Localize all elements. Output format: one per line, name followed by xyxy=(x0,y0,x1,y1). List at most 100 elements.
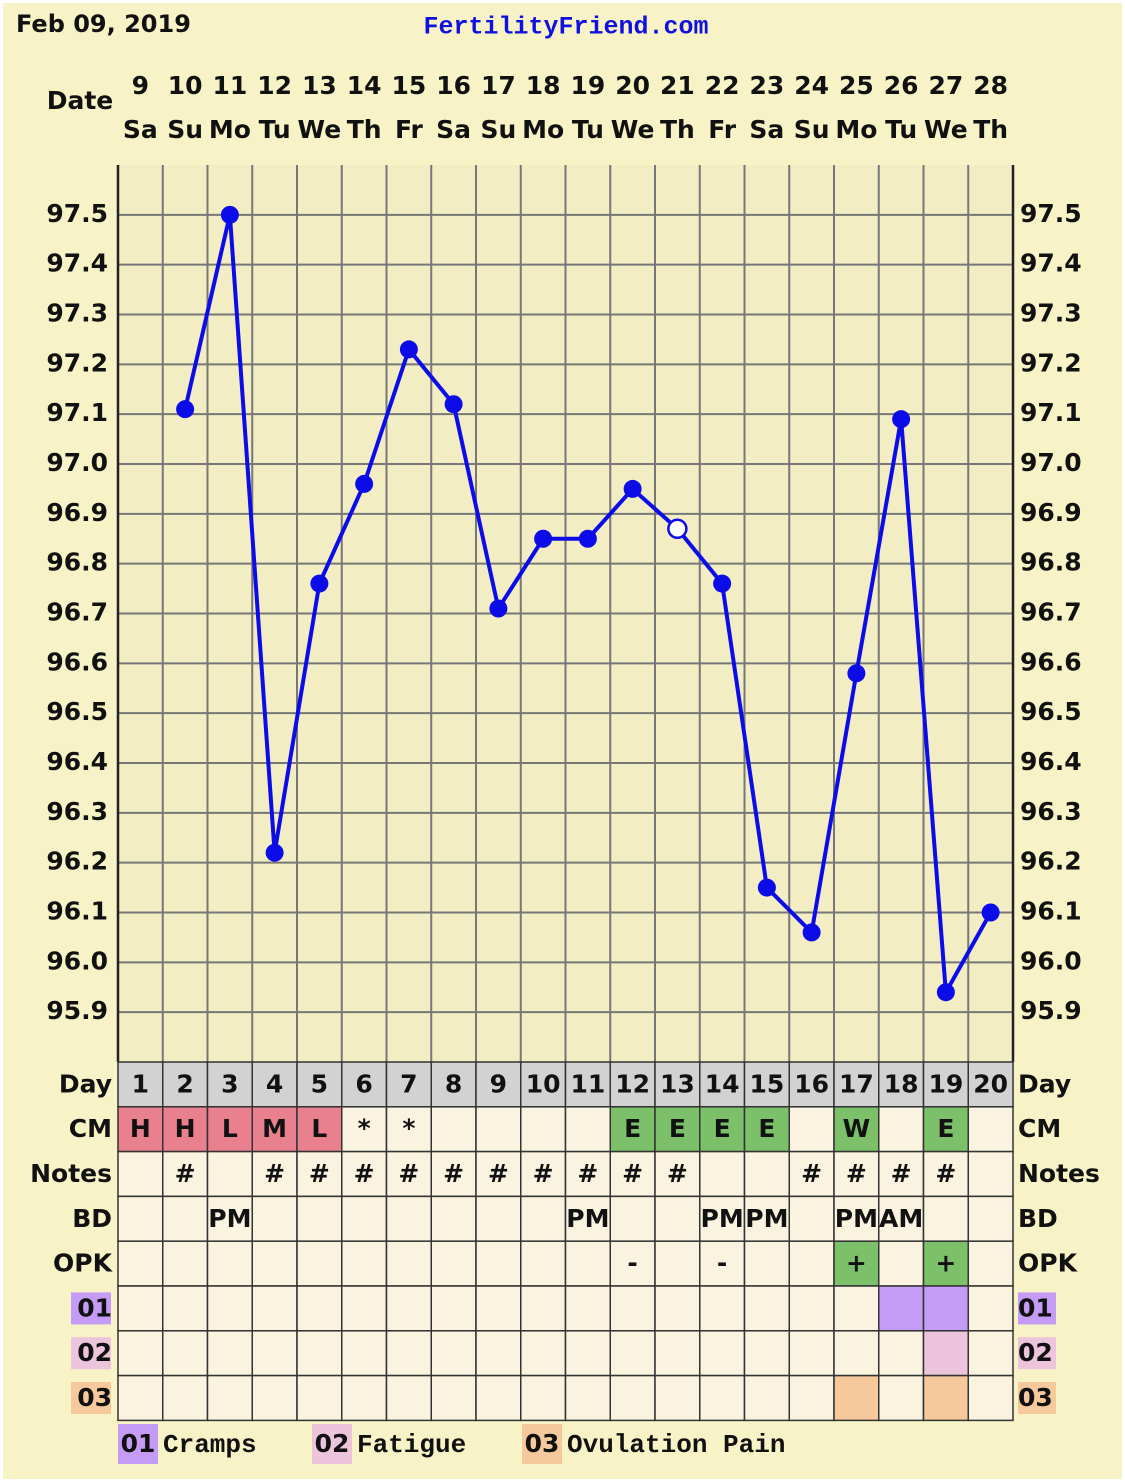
table-cell xyxy=(967,1106,1014,1153)
table-cell xyxy=(967,1285,1014,1332)
table-cell xyxy=(430,1330,477,1377)
table-cell xyxy=(430,1285,477,1332)
temperature-point xyxy=(444,395,463,414)
temperature-point xyxy=(757,878,776,897)
temperature-point xyxy=(489,599,508,618)
table-cell xyxy=(475,1061,522,1108)
weekday-label: Su xyxy=(480,115,516,144)
row-label: Day xyxy=(59,1069,112,1098)
table-cell xyxy=(609,1195,656,1242)
row-label: OPK xyxy=(53,1249,114,1278)
temperature-point xyxy=(176,400,195,419)
row-label-bg xyxy=(71,1337,111,1370)
table-cell xyxy=(162,1285,209,1332)
table-cell xyxy=(743,1240,790,1287)
temperature-point xyxy=(399,340,418,359)
table-cell xyxy=(341,1330,388,1377)
y-tick-label: 96.8 xyxy=(46,548,108,577)
y-tick-label: 97.4 xyxy=(46,249,108,278)
temperature-point xyxy=(802,923,821,942)
weekday-label: Mo xyxy=(835,115,877,144)
table-cell xyxy=(699,1285,746,1332)
row-label: OPK xyxy=(1018,1249,1079,1278)
table-cell xyxy=(609,1374,656,1422)
x-axis-label: Date xyxy=(47,86,114,115)
table-cell xyxy=(967,1330,1014,1377)
cell-text: H xyxy=(130,1114,151,1143)
row-label: Notes xyxy=(1018,1159,1100,1188)
weekday-label: Th xyxy=(347,115,382,144)
y-tick-label: 96.1 xyxy=(46,897,108,926)
table-cell xyxy=(430,1195,477,1242)
legend-swatch xyxy=(118,1424,158,1464)
table-cell xyxy=(967,1374,1014,1422)
y-tick-label: 97.0 xyxy=(46,448,108,477)
table-cell xyxy=(654,1106,701,1153)
table-cell xyxy=(699,1374,746,1422)
cell-text: + xyxy=(935,1249,956,1278)
cell-text: # xyxy=(175,1159,196,1188)
row-label: CM xyxy=(1018,1114,1061,1143)
table-cell xyxy=(430,1106,477,1153)
row-label: 03 xyxy=(1018,1383,1053,1412)
y-tick-label: 96.3 xyxy=(46,797,108,826)
cell-text: E xyxy=(714,1114,731,1143)
table-cell xyxy=(788,1285,835,1332)
row-label: BD xyxy=(1018,1204,1058,1233)
row-label: CM xyxy=(69,1114,112,1143)
y-tick-label: 96.0 xyxy=(46,946,108,975)
cell-text: # xyxy=(891,1159,912,1188)
table-cell xyxy=(609,1330,656,1377)
table-cell xyxy=(743,1330,790,1377)
table-cell xyxy=(967,1150,1014,1198)
table-cell xyxy=(475,1285,522,1332)
table-cell xyxy=(430,1061,477,1108)
table-cell xyxy=(206,1195,253,1242)
cell-text: # xyxy=(309,1159,330,1188)
table-cell xyxy=(922,1374,969,1422)
table-cell xyxy=(564,1374,611,1422)
row-label-bg xyxy=(1018,1337,1056,1370)
weekday-label: Sa xyxy=(123,115,158,144)
cell-text: 7 xyxy=(400,1069,417,1098)
x-tick-label: 23 xyxy=(749,71,784,100)
cell-text: 12 xyxy=(615,1069,650,1098)
table-cell xyxy=(699,1061,746,1108)
weekday-label: Fr xyxy=(708,115,736,144)
cell-text: 13 xyxy=(660,1069,695,1098)
table-cell xyxy=(833,1285,880,1332)
table-cell xyxy=(788,1330,835,1377)
x-tick-label: 28 xyxy=(973,71,1008,100)
cell-text: L xyxy=(311,1114,327,1143)
table-cell xyxy=(967,1061,1014,1108)
table-cell xyxy=(296,1330,343,1377)
y-tick-label: 96.5 xyxy=(46,697,108,726)
table-cell xyxy=(341,1374,388,1422)
table-cell xyxy=(743,1285,790,1332)
table-cell xyxy=(296,1195,343,1242)
cell-text: - xyxy=(627,1249,637,1278)
cell-text: E xyxy=(937,1114,954,1143)
table-cell xyxy=(699,1150,746,1198)
table-cell xyxy=(475,1330,522,1377)
cell-text: # xyxy=(443,1159,464,1188)
legend-label: Ovulation Pain xyxy=(567,1430,785,1460)
temperature-point xyxy=(667,518,688,540)
table-cell xyxy=(117,1285,164,1332)
table-cell xyxy=(743,1374,790,1422)
y2-tick-label: 96.0 xyxy=(1020,946,1082,975)
row-label: 03 xyxy=(77,1383,112,1412)
x-tick-label: 14 xyxy=(347,71,382,100)
table-cell xyxy=(833,1374,880,1422)
cell-text: 9 xyxy=(490,1069,507,1098)
table-cell xyxy=(385,1240,432,1287)
table-cell xyxy=(564,1285,611,1332)
temperature-point xyxy=(220,205,239,224)
weekday-label: Tu xyxy=(259,115,291,144)
x-tick-label: 11 xyxy=(212,71,247,100)
table-cell xyxy=(564,1240,611,1287)
table-cell xyxy=(699,1330,746,1377)
table-cell xyxy=(788,1106,835,1153)
row-label: 01 xyxy=(77,1293,112,1322)
